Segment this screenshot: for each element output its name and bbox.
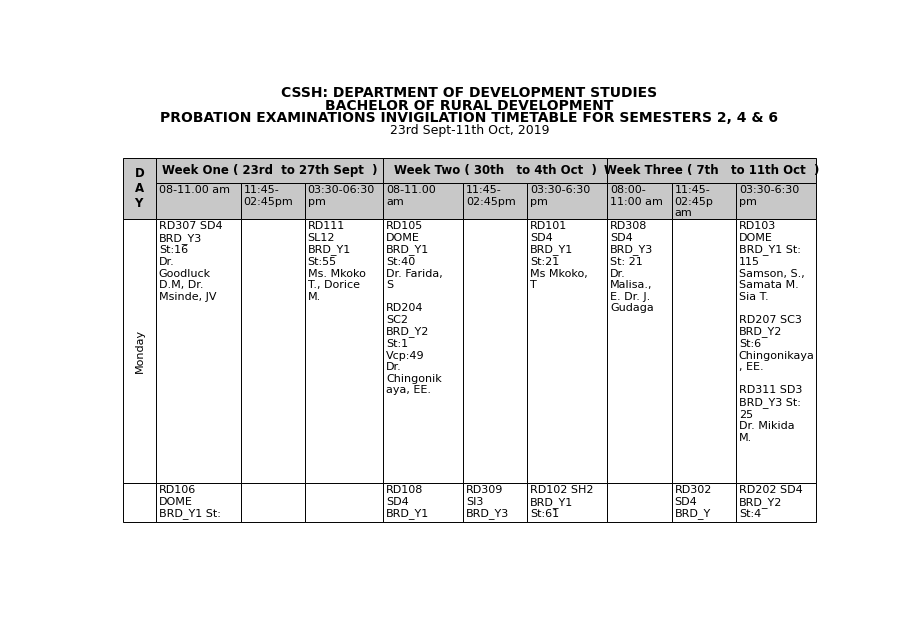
Text: 03:30-06:30
pm: 03:30-06:30 pm <box>308 185 375 206</box>
Bar <box>463 483 528 522</box>
Text: 08-11.00 am: 08-11.00 am <box>158 185 230 195</box>
Text: 08-11.00
am: 08-11.00 am <box>386 185 436 206</box>
Text: Week Two ( 30th   to 4th Oct  ): Week Two ( 30th to 4th Oct ) <box>394 164 596 177</box>
Bar <box>156 183 241 220</box>
Text: RD103
DOME
BRD_Y1 St:
115
Samson, S.,
Samata M.
Sia T.

RD207 SC3
BRD_Y2
St:6
Ch: RD103 DOME BRD_Y1 St: 115 Samson, S., Sa… <box>739 221 814 443</box>
Bar <box>383 483 463 522</box>
Text: RD105
DOME
BRD_Y1
St:40
Dr. Farida,
S

RD204
SC2
BRD_Y2
St:1
Vcp:49
Dr.
Chingoni: RD105 DOME BRD_Y1 St:40 Dr. Farida, S RD… <box>386 221 442 396</box>
Text: Week One ( 23rd  to 27th Sept  ): Week One ( 23rd to 27th Sept ) <box>162 164 377 177</box>
Bar <box>671 220 736 483</box>
Text: RD108
SD4
BRD_Y1: RD108 SD4 BRD_Y1 <box>386 485 430 520</box>
Bar <box>607 183 671 220</box>
Text: CSSH: DEPARTMENT OF DEVELOPMENT STUDIES: CSSH: DEPARTMENT OF DEVELOPMENT STUDIES <box>281 86 658 100</box>
Text: RD111
SL12
BRD_Y1
St:55
Ms. Mkoko
T., Dorice
M.: RD111 SL12 BRD_Y1 St:55 Ms. Mkoko T., Do… <box>308 221 365 302</box>
Bar <box>305 483 383 522</box>
Bar <box>607 483 671 522</box>
Text: PROBATION EXAMINATIONS INVIGILATION TIMETABLE FOR SEMESTERS 2, 4 & 6: PROBATION EXAMINATIONS INVIGILATION TIME… <box>160 111 779 125</box>
Text: RD307 SD4
BRD_Y3
St:16
Dr.
Goodluck
D.M, Dr.
Msinde, JV: RD307 SD4 BRD_Y3 St:16 Dr. Goodluck D.M,… <box>158 221 223 302</box>
Bar <box>156 483 241 522</box>
Bar <box>463 220 528 483</box>
Bar <box>383 220 463 483</box>
Bar <box>736 483 816 522</box>
Text: BACHELOR OF RURAL DEVELOPMENT: BACHELOR OF RURAL DEVELOPMENT <box>325 99 614 113</box>
Bar <box>528 483 607 522</box>
Bar <box>123 483 156 522</box>
Bar <box>241 183 305 220</box>
Text: 11:45-
02:45p
am: 11:45- 02:45p am <box>674 185 714 218</box>
Text: RD309
SI3
BRD_Y3: RD309 SI3 BRD_Y3 <box>466 485 509 520</box>
Text: 11:45-
02:45pm: 11:45- 02:45pm <box>244 185 293 206</box>
Bar <box>528 183 607 220</box>
Text: RD202 SD4
BRD_Y2
St:4: RD202 SD4 BRD_Y2 St:4 <box>739 485 802 520</box>
Bar <box>383 158 607 183</box>
Text: D
A
Y: D A Y <box>135 167 145 210</box>
Text: Monday: Monday <box>135 329 145 374</box>
Text: 23rd Sept-11th Oct, 2019: 23rd Sept-11th Oct, 2019 <box>389 124 550 137</box>
Bar <box>528 220 607 483</box>
Bar <box>383 183 463 220</box>
Bar <box>736 183 816 220</box>
Bar <box>671 183 736 220</box>
Bar <box>607 158 816 183</box>
Text: 11:45-
02:45pm: 11:45- 02:45pm <box>466 185 516 206</box>
Bar <box>241 220 305 483</box>
Bar <box>156 220 241 483</box>
Bar <box>123 158 156 220</box>
Bar <box>671 483 736 522</box>
Bar <box>305 183 383 220</box>
Text: RD302
SD4
BRD_Y: RD302 SD4 BRD_Y <box>674 485 712 520</box>
Text: 03:30-6:30
pm: 03:30-6:30 pm <box>530 185 591 206</box>
Text: 03:30-6:30
pm: 03:30-6:30 pm <box>739 185 799 206</box>
Text: Week Three ( 7th   to 11th Oct  ): Week Three ( 7th to 11th Oct ) <box>604 164 819 177</box>
Bar <box>305 220 383 483</box>
Bar <box>463 183 528 220</box>
Bar <box>123 220 156 483</box>
Bar <box>607 220 671 483</box>
Text: 08:00-
11:00 am: 08:00- 11:00 am <box>610 185 663 206</box>
Bar <box>241 483 305 522</box>
Text: RD102 SH2
BRD_Y1
St:61: RD102 SH2 BRD_Y1 St:61 <box>530 485 594 520</box>
Text: RD106
DOME
BRD_Y1 St:: RD106 DOME BRD_Y1 St: <box>158 485 221 520</box>
Text: RD101
SD4
BRD_Y1
St:21
Ms Mkoko,
T: RD101 SD4 BRD_Y1 St:21 Ms Mkoko, T <box>530 221 588 290</box>
Bar <box>156 158 383 183</box>
Bar <box>736 220 816 483</box>
Text: RD308
SD4
BRD_Y3
St: 21
Dr.
Malisa.,
E. Dr. J.
Gudaga: RD308 SD4 BRD_Y3 St: 21 Dr. Malisa., E. … <box>610 221 654 313</box>
